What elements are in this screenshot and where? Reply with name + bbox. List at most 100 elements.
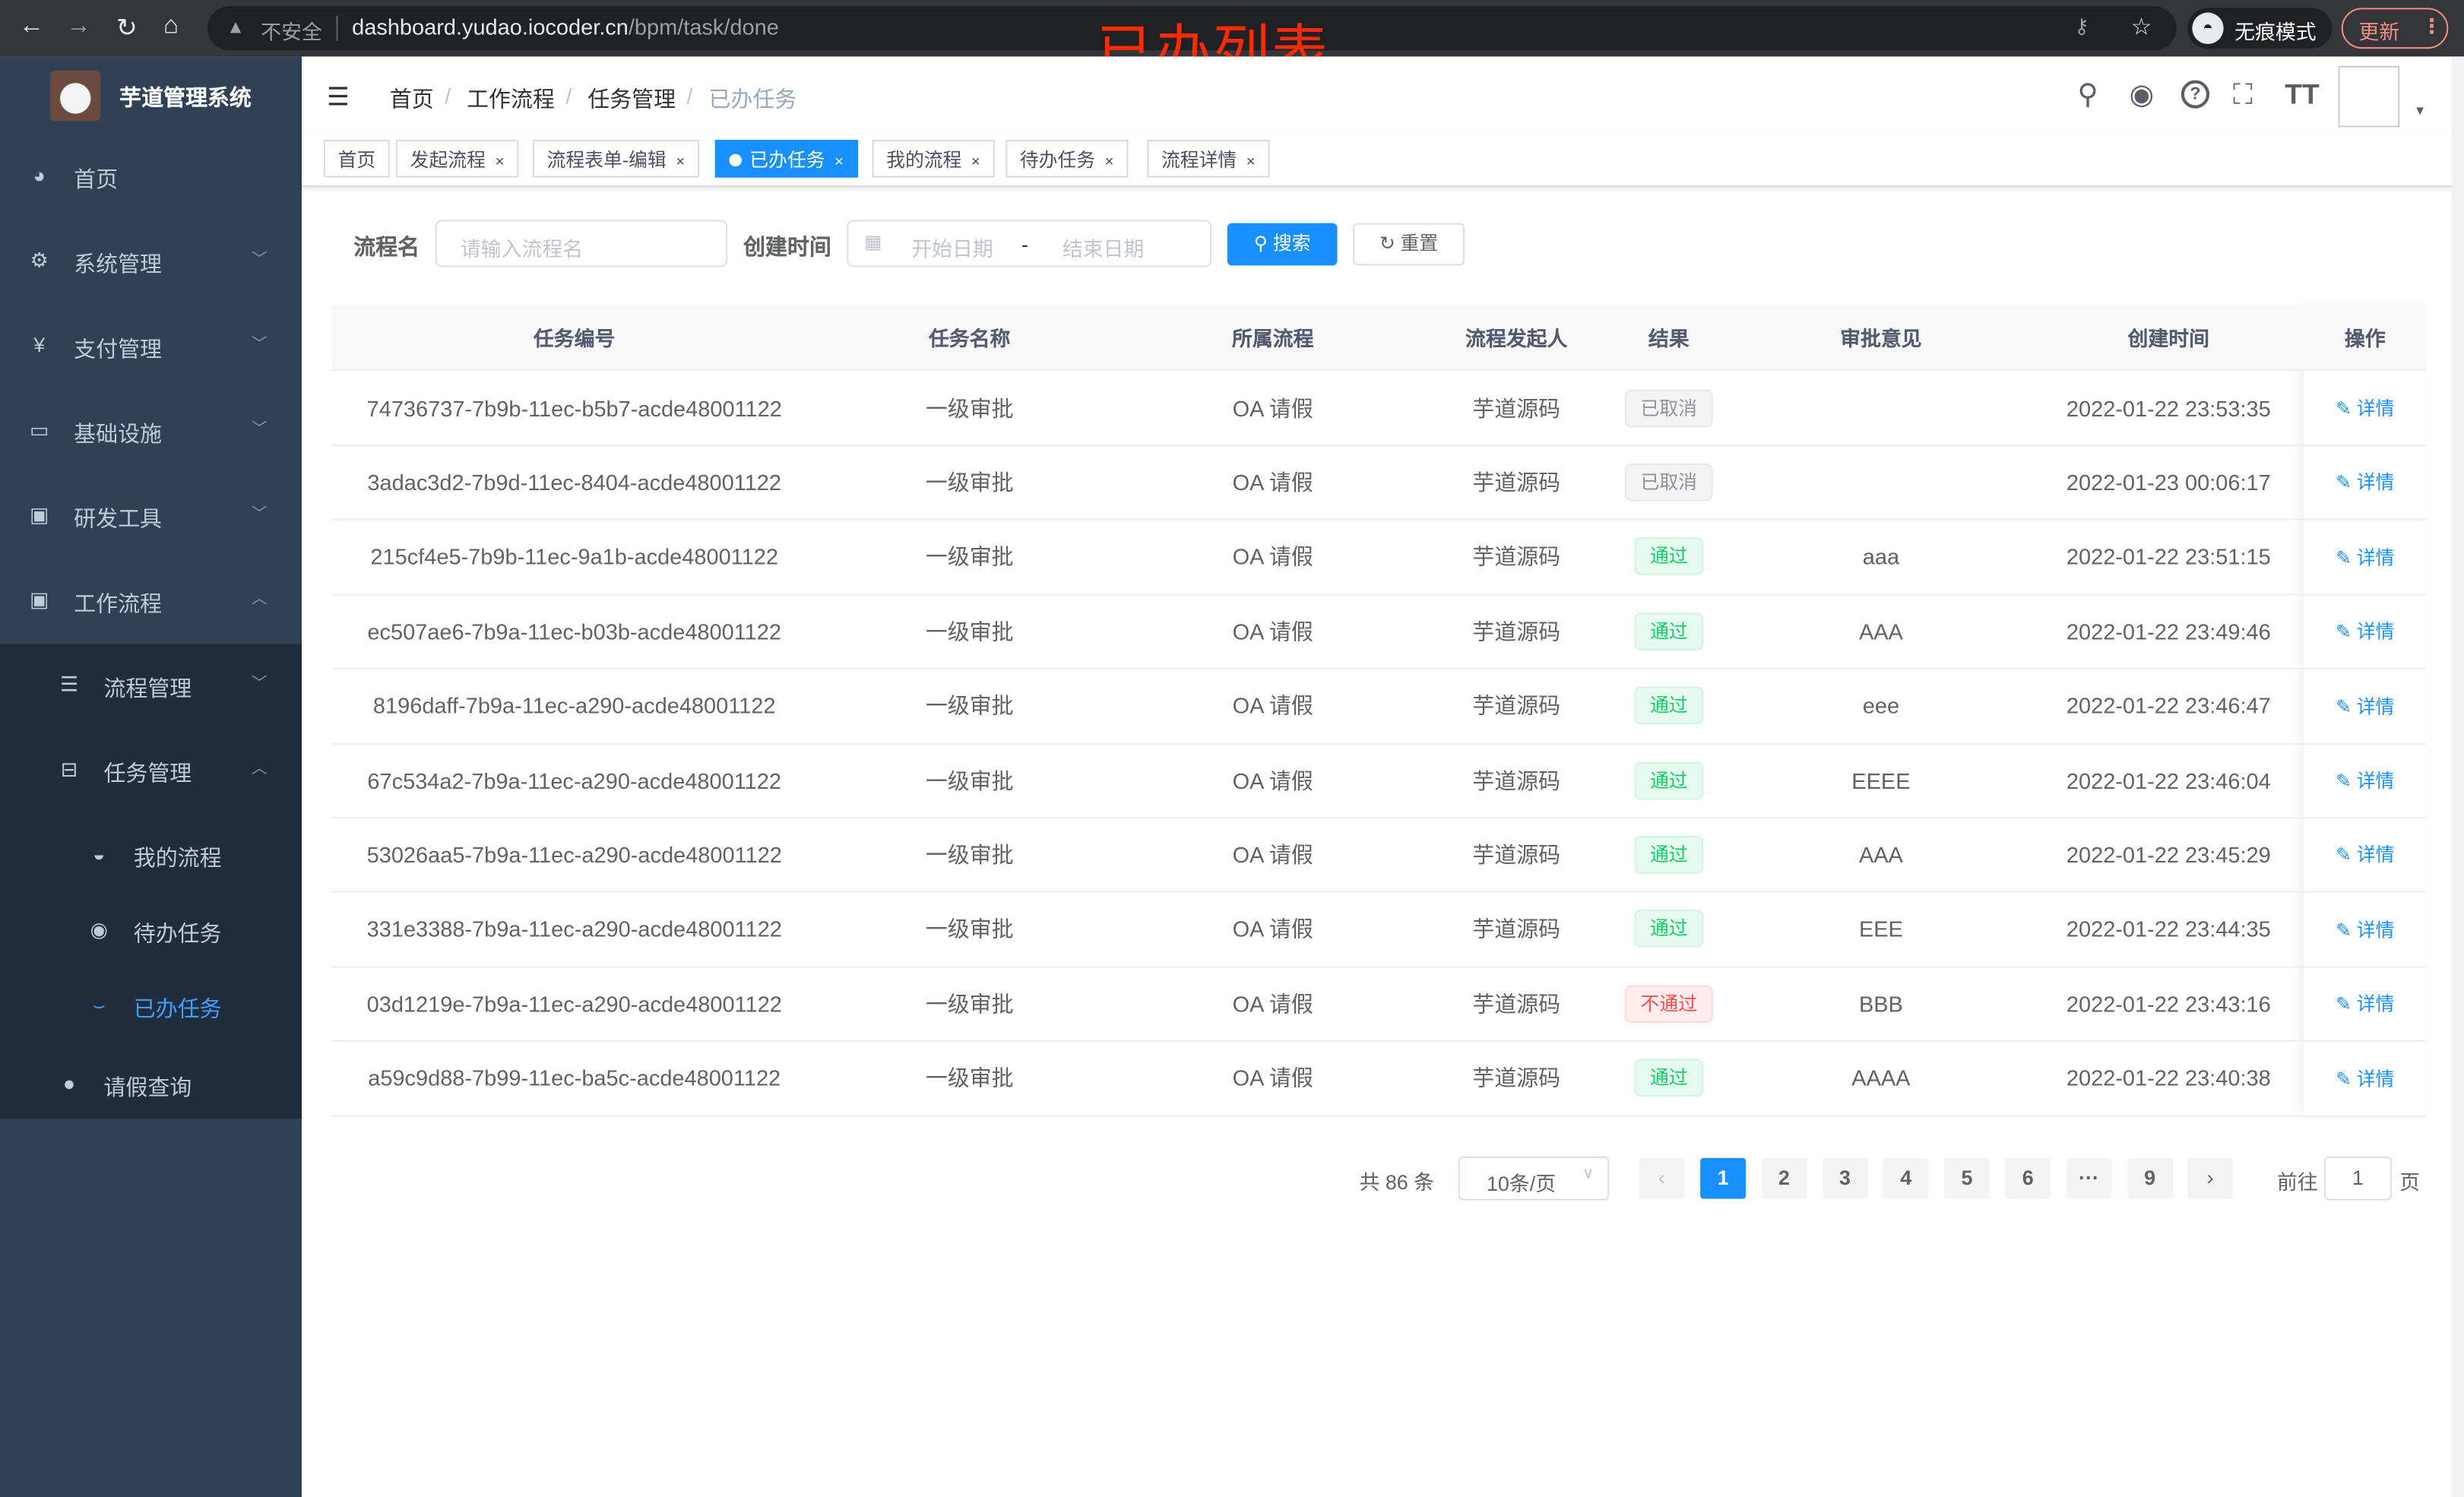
active-dot-icon <box>729 153 742 167</box>
close-icon[interactable]: × <box>676 153 686 172</box>
cell-starter: 芋道源码 <box>1424 892 1609 966</box>
date-range-picker[interactable]: ▦ 开始日期 - 结束日期 <box>847 220 1212 267</box>
detail-link[interactable]: ✎ 详情 <box>2336 692 2394 719</box>
star-icon[interactable]: ☆ <box>2130 14 2152 41</box>
page-button[interactable]: 5 <box>1944 1157 1990 1199</box>
prev-page-button[interactable]: ‹ <box>1639 1157 1685 1199</box>
page-button[interactable]: 4 <box>1883 1157 1929 1199</box>
url-path: /bpm/task/done <box>628 14 779 40</box>
detail-link[interactable]: ✎ 详情 <box>2336 841 2394 868</box>
sidebar-item[interactable]: ⚙ 系统管理 ﹀ <box>0 220 302 305</box>
sidebar-item[interactable]: ▭ 基础设施 ﹀ <box>0 390 302 475</box>
time-text: 2022-01-22 23:44:35 <box>2066 916 2271 942</box>
close-icon[interactable]: × <box>834 153 844 172</box>
github-icon[interactable]: ◉ <box>2129 78 2155 110</box>
table-row: 03d1219e-7b9a-11ec-a290-acde48001122 一级审批… <box>331 967 2427 1043</box>
detail-link[interactable]: ✎ 详情 <box>2336 469 2394 495</box>
forward-icon[interactable]: → <box>65 12 91 40</box>
page-button[interactable]: ··· <box>2066 1157 2112 1199</box>
detail-link[interactable]: ✎ 详情 <box>2336 990 2394 1017</box>
sidebar-subitem-label: 任务管理 <box>103 760 192 786</box>
cell-result: 通过 <box>1609 594 1728 668</box>
sidebar-item[interactable]: ◕ 首页 <box>0 135 302 220</box>
starter-text: 芋道源码 <box>1472 395 1561 421</box>
cell-comment <box>1728 445 2033 519</box>
breadcrumb-item[interactable]: 首页 <box>389 86 434 112</box>
caret-down-icon[interactable]: ▼ <box>2413 103 2427 119</box>
next-page-button[interactable]: › <box>2187 1157 2234 1199</box>
page-button[interactable]: 6 <box>2005 1157 2051 1199</box>
address-bar[interactable]: ▲ 不安全 dashboard.yudao.iocoder.cn/bpm/tas… <box>207 6 2177 51</box>
detail-link[interactable]: ✎ 详情 <box>2336 618 2394 644</box>
page-button[interactable]: 9 <box>2127 1157 2173 1199</box>
sidebar-subitem[interactable]: ◉ 待办任务 <box>0 889 302 964</box>
detail-link[interactable]: ✎ 详情 <box>2336 1065 2394 1091</box>
more-icon[interactable]: ⋮ <box>2421 14 2443 38</box>
tag-0[interactable]: 首页 <box>323 140 390 178</box>
comment-text: AAA <box>1858 842 1903 868</box>
breadcrumb-item[interactable]: 工作流程 <box>467 86 555 112</box>
detail-link[interactable]: ✎ 详情 <box>2336 916 2394 942</box>
sidebar-subitem[interactable]: ⊟ 任务管理 ︿ <box>0 729 302 814</box>
cell-result: 通过 <box>1609 892 1728 966</box>
result-badge: 通过 <box>1634 612 1704 650</box>
sidebar-item[interactable]: ¥ 支付管理 ﹀ <box>0 305 302 390</box>
detail-link[interactable]: ✎ 详情 <box>2336 394 2394 421</box>
sidebar-subitem[interactable]: ◒ 我的流程 <box>0 814 302 889</box>
search-icon[interactable]: ⚲ <box>2077 78 2098 110</box>
page-scrollbar[interactable] <box>2451 56 2464 1497</box>
page-button[interactable]: 2 <box>1761 1157 1807 1199</box>
sidebar-subitem[interactable]: ⌣ 已办任务 <box>0 965 302 1040</box>
page-button[interactable]: 1 <box>1700 1157 1747 1199</box>
id-text: 8196daff-7b9a-11ec-a290-acde48001122 <box>372 693 776 719</box>
update-button[interactable]: 更新 ⋮ <box>2341 8 2449 49</box>
detail-link[interactable]: ✎ 详情 <box>2336 543 2394 570</box>
edit-icon: ✎ <box>2336 546 2357 569</box>
breadcrumb-item[interactable]: 任务管理 <box>587 86 676 112</box>
tag-5[interactable]: 待办任务 × <box>1006 140 1129 178</box>
avatar[interactable] <box>2338 65 2400 128</box>
process-name-input[interactable]: 请输入流程名 <box>435 220 728 267</box>
incognito-indicator[interactable]: ◓ 无痕模式 <box>2187 8 2333 49</box>
sidebar-item[interactable]: ▣ 工作流程 ︿ <box>0 559 302 644</box>
close-icon[interactable]: × <box>495 153 505 172</box>
close-icon[interactable]: × <box>1246 153 1256 172</box>
sidebar-item[interactable]: ▣ 研发工具 ﹀ <box>0 474 302 559</box>
page-size-select[interactable]: 10条/页 ∨ <box>1458 1156 1610 1201</box>
page-button[interactable]: 3 <box>1822 1157 1868 1199</box>
goto-page-input[interactable]: 1 <box>2323 1156 2392 1201</box>
reload-icon[interactable]: ↻ <box>116 15 138 43</box>
tag-3[interactable]: 已办任务 × <box>714 140 858 178</box>
list-icon: ☰ <box>59 672 79 696</box>
key-icon[interactable]: ⚷ <box>2074 14 2089 38</box>
font-size-icon[interactable]: TT <box>2285 78 2320 110</box>
start-date-input[interactable]: 开始日期 <box>911 237 993 261</box>
page-suffix: 页 <box>2399 1170 2421 1195</box>
hamburger-icon[interactable]: ☰ <box>327 84 350 112</box>
close-icon[interactable]: × <box>1104 153 1114 172</box>
name-text: 一级审批 <box>925 767 1014 793</box>
tag-6[interactable]: 流程详情 × <box>1147 140 1270 178</box>
reset-button[interactable]: ↻ 重置 <box>1353 223 1465 266</box>
url[interactable]: dashboard.yudao.iocoder.cn/bpm/task/done <box>352 14 779 40</box>
search-button[interactable]: ⚲ 搜索 <box>1227 223 1338 266</box>
name-text: 一级审批 <box>925 395 1014 421</box>
sidebar-subitem[interactable]: ● 请假查询 <box>0 1043 302 1119</box>
tag-1[interactable]: 发起流程 × <box>396 140 519 178</box>
home-icon[interactable]: ⌂ <box>163 12 179 40</box>
end-date-input[interactable]: 结束日期 <box>1062 237 1145 261</box>
name-text: 一级审批 <box>925 991 1014 1017</box>
fullscreen-icon[interactable]: ⛶ <box>2233 78 2253 110</box>
cell-id: a59c9d88-7b99-11ec-ba5c-acde48001122 <box>331 1041 817 1115</box>
tag-4[interactable]: 我的流程 × <box>872 140 995 178</box>
back-icon[interactable]: ← <box>18 12 44 40</box>
tag-label: 已办任务 <box>749 149 825 172</box>
help-icon[interactable]: ? <box>2181 80 2210 109</box>
result-badge: 通过 <box>1634 1059 1704 1097</box>
detail-link[interactable]: ✎ 详情 <box>2336 767 2394 793</box>
sidebar-subitem[interactable]: ☰ 流程管理 ﹀ <box>0 644 302 730</box>
close-icon[interactable]: × <box>971 153 980 172</box>
tag-2[interactable]: 流程表单-编辑 × <box>532 140 699 178</box>
column-header: 创建时间 <box>2127 327 2210 351</box>
cell-comment <box>1728 371 2033 445</box>
